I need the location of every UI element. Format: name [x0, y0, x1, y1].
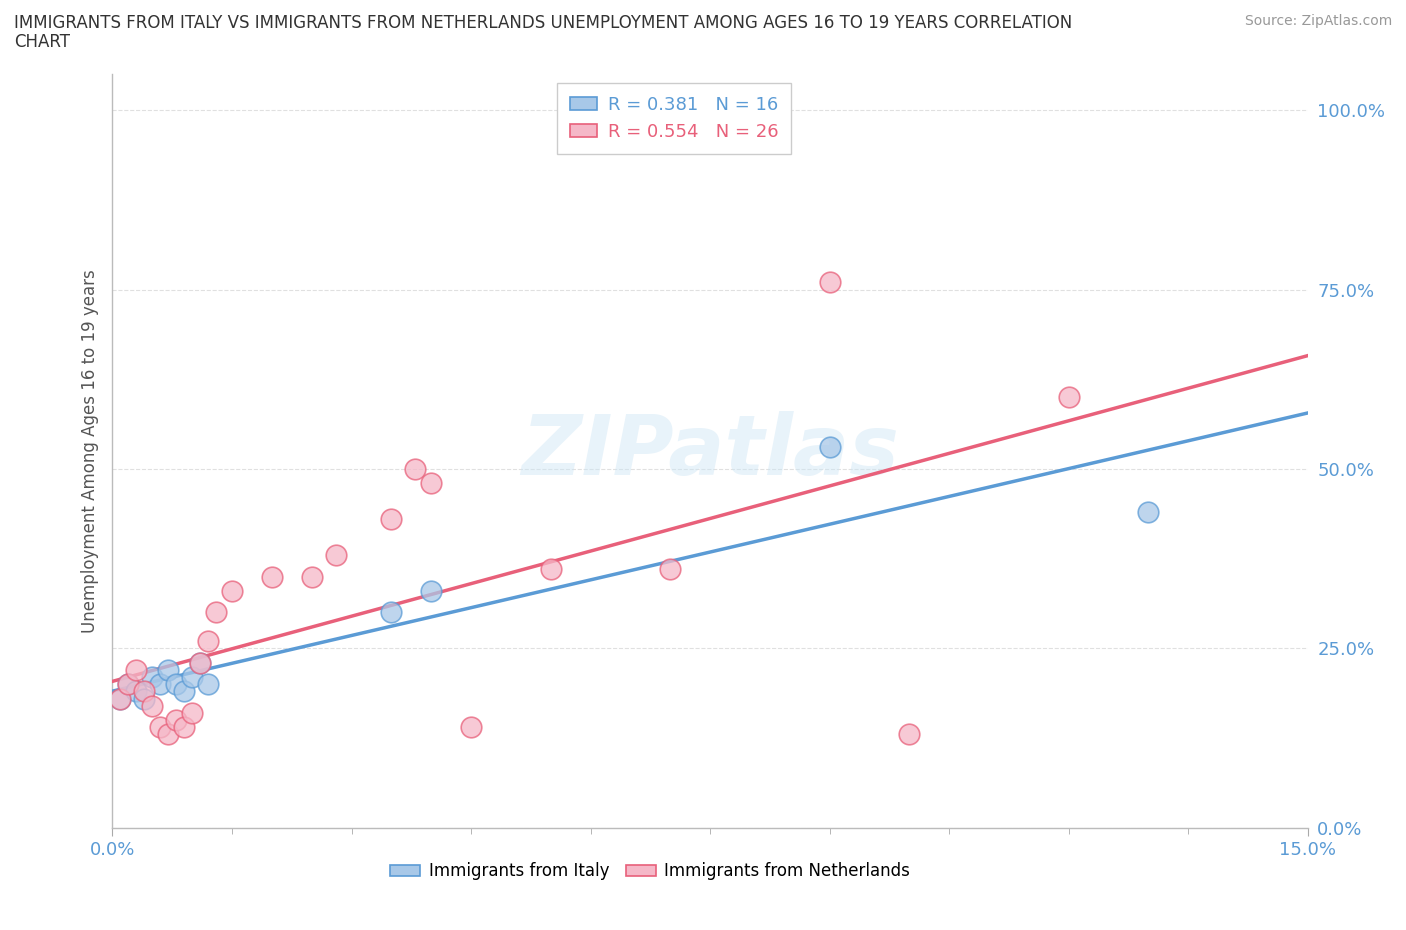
Point — [125, 662, 148, 677]
Point — [173, 720, 195, 735]
Point — [134, 684, 156, 698]
Point — [1057, 390, 1080, 405]
Point — [460, 720, 482, 735]
Point — [157, 662, 180, 677]
Point — [149, 677, 172, 692]
Point — [1137, 505, 1160, 520]
Point — [420, 583, 443, 598]
Point — [134, 691, 156, 706]
Point — [110, 691, 132, 706]
Point — [818, 440, 841, 455]
Point — [380, 605, 402, 620]
Legend: Immigrants from Italy, Immigrants from Netherlands: Immigrants from Italy, Immigrants from N… — [384, 856, 917, 887]
Point — [404, 461, 426, 476]
Text: Source: ZipAtlas.com: Source: ZipAtlas.com — [1244, 14, 1392, 28]
Point — [173, 684, 195, 698]
Point — [260, 569, 283, 584]
Point — [157, 727, 180, 742]
Text: ZIPatlas: ZIPatlas — [522, 410, 898, 492]
Point — [117, 677, 139, 692]
Point — [117, 677, 139, 692]
Point — [325, 548, 347, 563]
Text: IMMIGRANTS FROM ITALY VS IMMIGRANTS FROM NETHERLANDS UNEMPLOYMENT AMONG AGES 16 : IMMIGRANTS FROM ITALY VS IMMIGRANTS FROM… — [14, 14, 1073, 32]
Point — [301, 569, 323, 584]
Point — [181, 706, 204, 721]
Point — [165, 712, 187, 727]
Text: CHART: CHART — [14, 33, 70, 50]
Point — [181, 670, 204, 684]
Point — [165, 677, 187, 692]
Point — [659, 562, 682, 577]
Point — [110, 691, 132, 706]
Point — [380, 512, 402, 526]
Point — [898, 727, 921, 742]
Point — [141, 698, 163, 713]
Point — [197, 633, 219, 648]
Point — [818, 275, 841, 290]
Point — [188, 656, 211, 671]
Point — [197, 677, 219, 692]
Point — [125, 684, 148, 698]
Point — [188, 656, 211, 671]
Y-axis label: Unemployment Among Ages 16 to 19 years: Unemployment Among Ages 16 to 19 years — [80, 269, 98, 633]
Point — [540, 562, 562, 577]
Point — [141, 670, 163, 684]
Point — [149, 720, 172, 735]
Point — [420, 476, 443, 491]
Point — [221, 583, 243, 598]
Point — [205, 605, 228, 620]
